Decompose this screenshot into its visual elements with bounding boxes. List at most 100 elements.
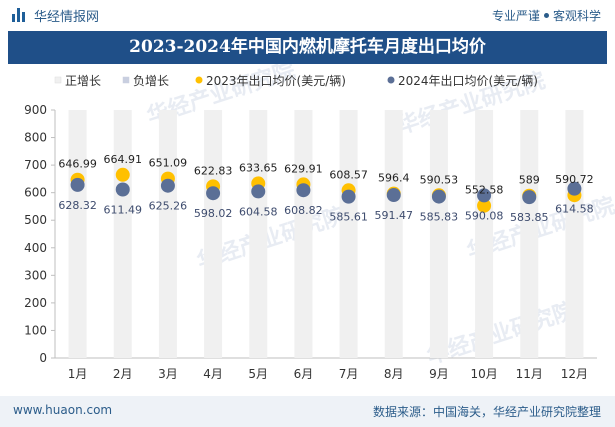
label-2023-3: 622.83	[194, 164, 233, 177]
point-2024-1	[115, 182, 130, 197]
legend-label-2: 2023年出口均价(美元/辆)	[206, 74, 346, 88]
label-2023-9: 552.58	[465, 184, 504, 197]
point-2024-7	[386, 188, 401, 203]
point-2024-5	[296, 183, 311, 198]
point-2023-1	[115, 167, 130, 182]
label-2023-10: 589	[519, 174, 540, 187]
label-2024-0: 628.32	[58, 199, 97, 212]
label-2024-9: 590.08	[465, 209, 504, 222]
growth-bar-8	[429, 110, 448, 358]
growth-bar-9	[475, 110, 494, 358]
slogan: 专业严谨 客观科学	[492, 7, 601, 24]
legend-item-0: 正增长	[54, 74, 101, 88]
y-tick-label-7: 700	[24, 158, 47, 172]
label-2023-7: 596.4	[378, 172, 410, 185]
label-2024-4: 604.58	[239, 205, 278, 218]
growth-bar-4	[249, 110, 268, 358]
label-2023-5: 629.91	[284, 162, 323, 175]
legend-swatch-0	[54, 76, 62, 84]
x-tick-label-4: 5月	[248, 367, 268, 381]
data-source: 数据来源：中国海关，华经产业研究院整理	[372, 405, 601, 419]
legend-label-1: 负增长	[133, 74, 169, 88]
x-tick-label-11: 12月	[561, 367, 588, 381]
legend-swatch-3	[387, 76, 395, 84]
y-tick-label-8: 800	[24, 131, 47, 145]
point-2024-8	[431, 189, 446, 204]
top-bar: 华经情报网 专业严谨 客观科学	[0, 0, 615, 30]
legend-item-3: 2024年出口均价(美元/辆)	[387, 74, 538, 88]
point-2024-11	[567, 181, 582, 196]
legend-label-0: 正增长	[65, 74, 101, 88]
y-tick-label-1: 100	[24, 323, 47, 337]
x-tick-label-9: 10月	[470, 367, 497, 381]
legend-swatch-2	[195, 76, 203, 84]
x-tick-label-2: 3月	[158, 367, 178, 381]
label-2024-5: 608.82	[284, 204, 323, 217]
brand-name: 华经情报网	[34, 10, 100, 25]
label-2023-6: 608.57	[329, 168, 368, 181]
growth-bar-6	[339, 110, 358, 358]
y-tick-label-0: 0	[39, 351, 47, 365]
point-2023-9	[477, 198, 492, 213]
legend-item-2: 2023年出口均价(美元/辆)	[195, 74, 346, 88]
y-tick-label-3: 300	[24, 268, 47, 282]
point-2024-3	[206, 186, 221, 201]
slogan-right: 客观科学	[552, 9, 601, 23]
growth-bar-10	[520, 110, 539, 358]
point-2024-10	[522, 190, 537, 205]
footer: www.huaon.com 数据来源：中国海关，华经产业研究院整理	[0, 396, 615, 427]
x-tick-label-7: 8月	[384, 367, 404, 381]
label-2024-11: 614.58	[555, 203, 594, 216]
label-2024-10: 583.85	[510, 211, 549, 224]
axes: 0 100 200 300 400 500 600 700 800 900 1月 2月 3月 4月 5月 6月…	[24, 103, 597, 381]
growth-bar-0	[68, 110, 87, 358]
label-2023-4: 633.65	[239, 161, 278, 174]
website-link[interactable]: www.huaon.com	[13, 403, 113, 417]
point-2024-9	[477, 188, 492, 203]
legend: 正增长 负增长 2023年出口均价(美元/辆) 2024年出口均价(美元/辆)	[54, 74, 538, 88]
label-2024-3: 598.02	[194, 207, 233, 220]
y-tick-label-6: 600	[24, 186, 47, 200]
price-points	[70, 167, 582, 213]
title-bar: 2023-2024年中国内燃机摩托车月度出口均价	[8, 31, 607, 64]
legend-label-3: 2024年出口均价(美元/辆)	[398, 74, 538, 88]
growth-bar-3	[204, 110, 223, 358]
y-tick-label-5: 500	[24, 213, 47, 227]
label-2024-8: 585.83	[420, 211, 459, 224]
y-tick-label-9: 900	[24, 103, 47, 117]
growth-bar-7	[384, 110, 403, 358]
label-2024-7: 591.47	[375, 209, 414, 222]
legend-item-1: 负增长	[122, 74, 169, 88]
label-2023-0: 646.99	[58, 158, 97, 171]
point-2024-0	[70, 177, 85, 192]
x-tick-label-1: 2月	[113, 367, 133, 381]
label-2023-2: 651.09	[149, 157, 188, 170]
label-2024-6: 585.61	[329, 211, 368, 224]
x-tick-label-8: 9月	[429, 367, 449, 381]
y-tick-label-2: 200	[24, 296, 47, 310]
point-2024-6	[341, 189, 356, 204]
slogan-dot-icon	[543, 13, 549, 18]
bar-chart-logo-icon	[12, 8, 27, 22]
legend-swatch-1	[122, 76, 130, 84]
x-tick-label-0: 1月	[68, 367, 88, 381]
label-2024-1: 611.49	[104, 204, 143, 217]
label-2024-2: 625.26	[149, 200, 188, 213]
data-labels: 646.99 664.91 651.09 622.83 633.65 629.91 608.…	[58, 153, 593, 224]
y-tick-label-4: 400	[24, 241, 47, 255]
chart-svg: 华经产业研究院 华经产业研究院华经产业研究院 华经产业研究院华经产业研究院 正增长负…	[24, 64, 615, 381]
label-2023-8: 590.53	[420, 173, 459, 186]
x-tick-label-6: 7月	[339, 367, 359, 381]
growth-bar-1	[113, 110, 132, 358]
x-tick-label-3: 4月	[203, 367, 223, 381]
growth-bar-5	[294, 110, 313, 358]
growth-bar-2	[158, 110, 177, 358]
slogan-left: 专业严谨	[491, 9, 540, 23]
x-tick-label-5: 6月	[294, 367, 314, 381]
point-2024-4	[251, 184, 266, 199]
chart-title: 2023-2024年中国内燃机摩托车月度出口均价	[129, 37, 486, 57]
x-tick-label-10: 11月	[516, 367, 543, 381]
label-2023-1: 664.91	[104, 153, 143, 166]
label-2023-11: 590.72	[555, 173, 594, 186]
